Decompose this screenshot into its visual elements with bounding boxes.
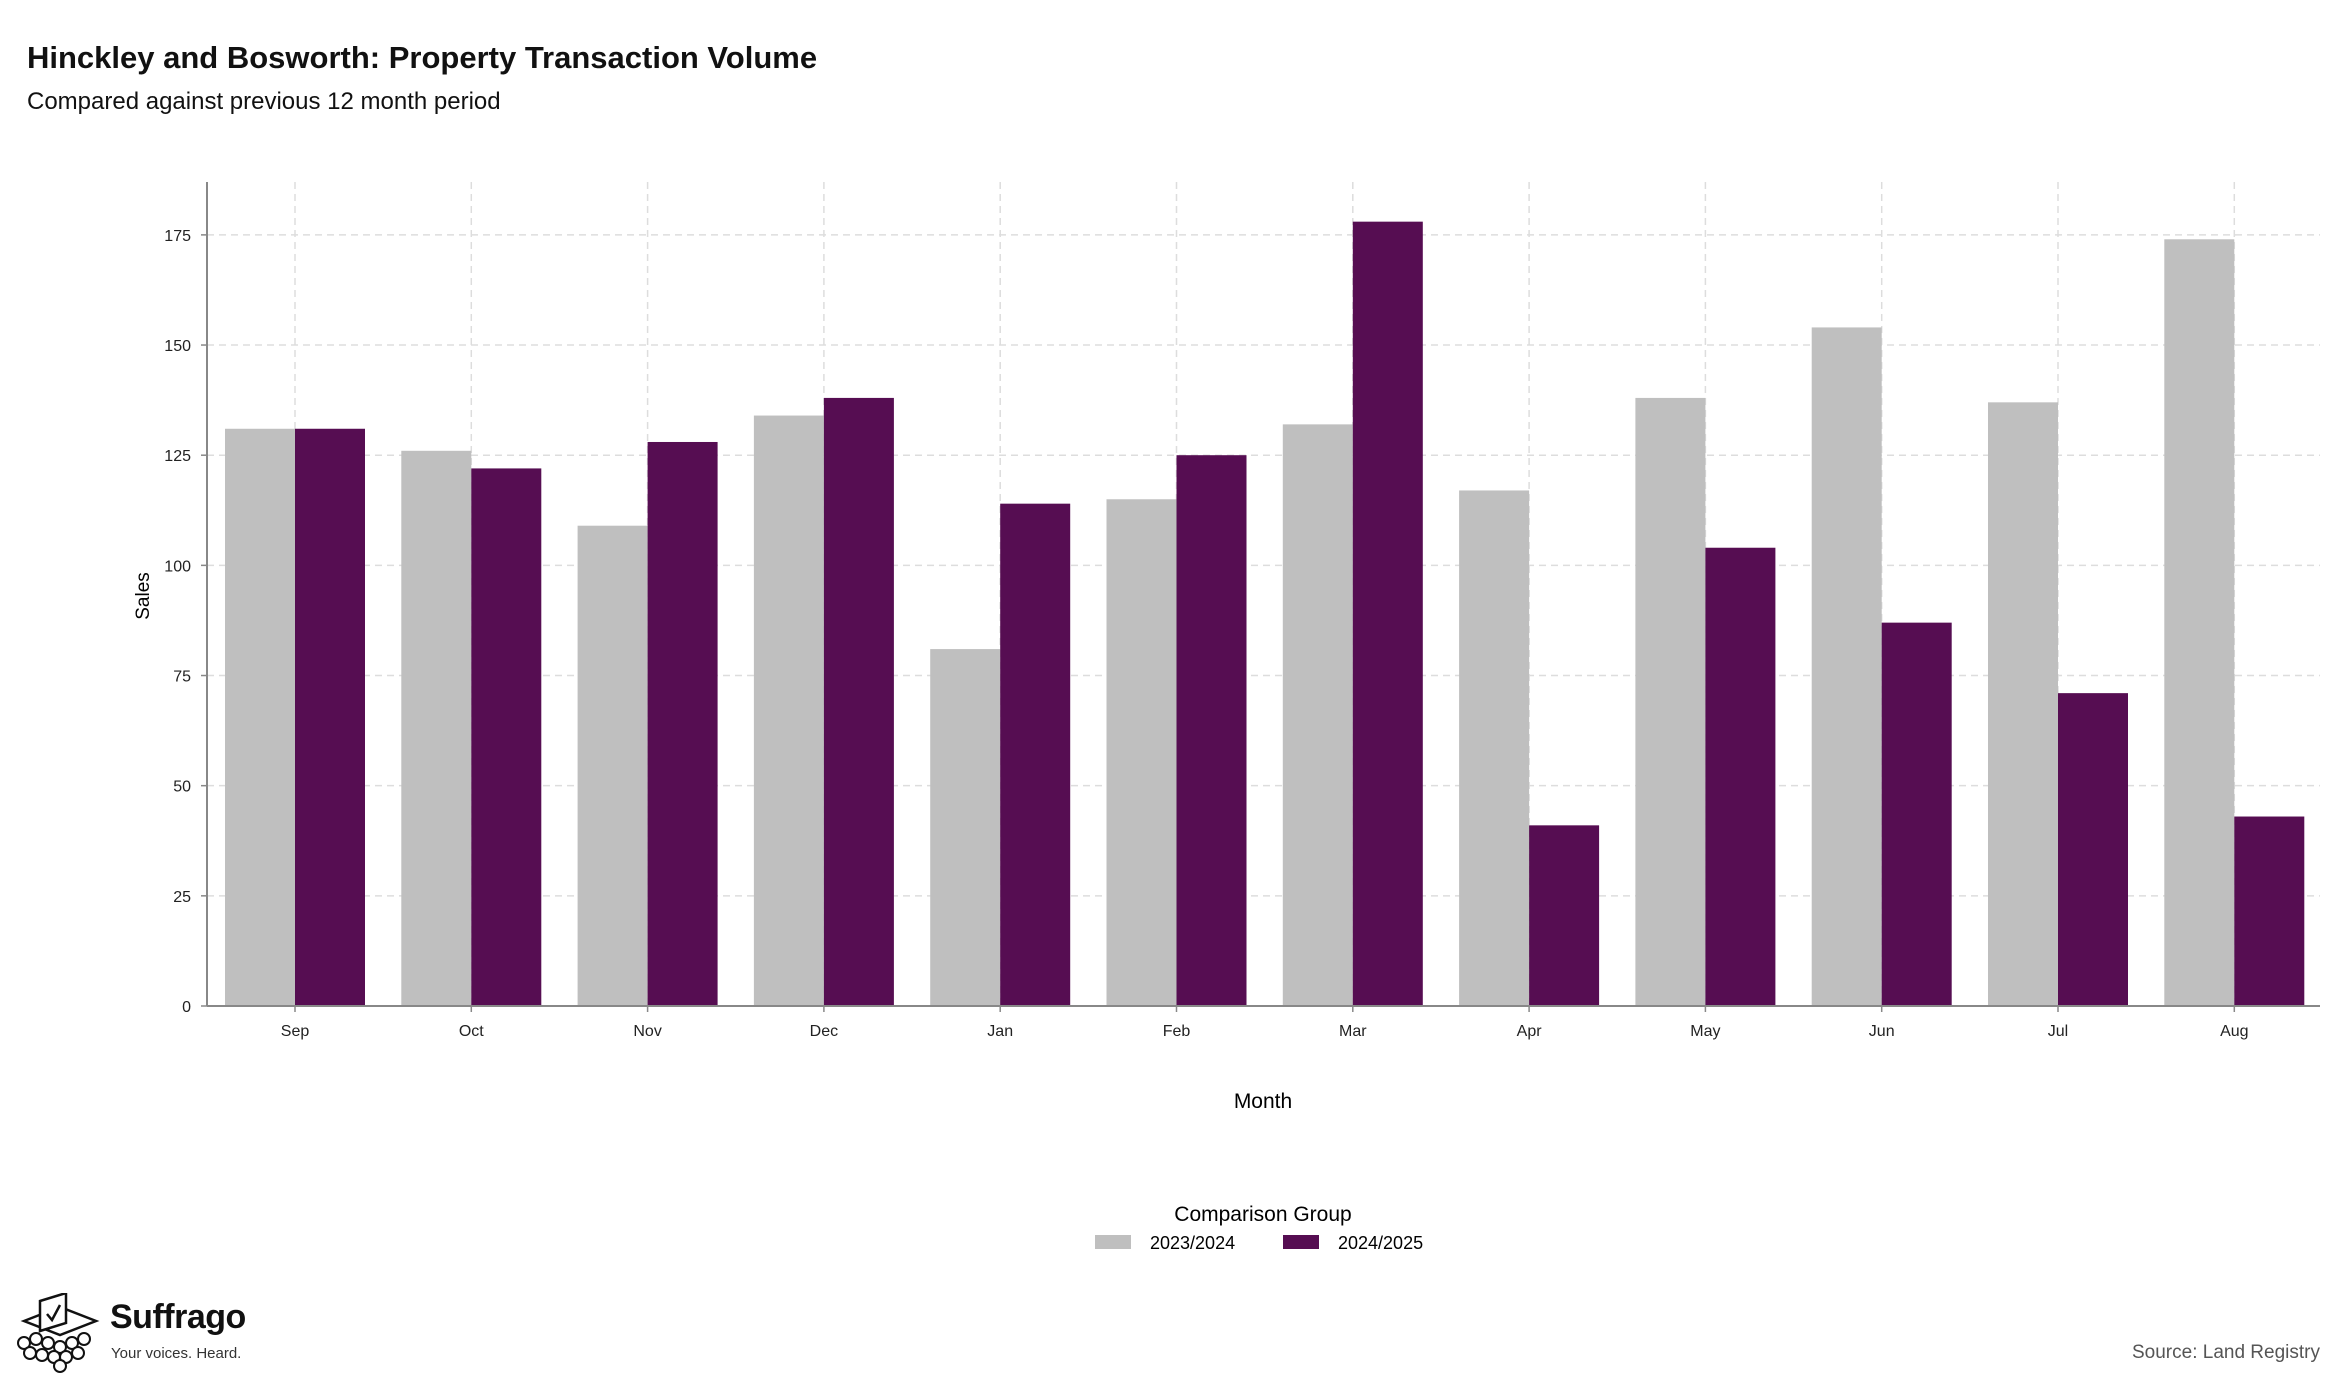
x-tick-label: Jan xyxy=(987,1023,1013,1040)
chart-title: Hinckley and Bosworth: Property Transact… xyxy=(27,40,818,75)
y-tick-label: 125 xyxy=(164,448,191,465)
bar-2024-2025-sep xyxy=(295,428,365,1006)
x-tick-label: Sep xyxy=(281,1023,310,1040)
x-tick-label: Dec xyxy=(810,1023,838,1040)
bar-2024-2025-jun xyxy=(1881,622,1952,1006)
bar-2024-2025-jul xyxy=(2058,693,2128,1006)
bar-2023-2024-feb xyxy=(1106,499,1177,1006)
y-tick-label: 25 xyxy=(173,889,191,906)
bar-2024-2025-apr xyxy=(1529,825,1600,1006)
bar-2023-2024-jul xyxy=(1988,402,2058,1006)
axes xyxy=(206,182,2320,1007)
y-tick-label: 175 xyxy=(164,228,191,245)
bar-2023-2024-jun xyxy=(1811,327,1882,1007)
x-tick-label: Jul xyxy=(2048,1023,2068,1040)
y-tick-label: 50 xyxy=(173,779,191,796)
bar-2023-2024-dec xyxy=(753,415,824,1006)
legend-label-2024-2025: 2024/2025 xyxy=(1338,1233,1423,1253)
chart-subtitle: Compared against previous 12 month perio… xyxy=(27,88,501,115)
bar-2023-2024-aug xyxy=(2164,239,2235,1006)
x-tick-label: Mar xyxy=(1339,1023,1367,1040)
y-tick-label: 75 xyxy=(173,669,191,686)
y-tick-label: 150 xyxy=(164,338,191,355)
bar-2024-2025-mar xyxy=(1352,221,1423,1006)
x-axis-label: Month xyxy=(1234,1090,1292,1113)
legend-swatch-2024-2025 xyxy=(1283,1235,1319,1249)
x-tick-label: Nov xyxy=(633,1023,661,1040)
y-tick-label: 100 xyxy=(164,558,191,575)
bar-2023-2024-apr xyxy=(1459,490,1530,1006)
bars xyxy=(225,221,2305,1007)
x-tick-label: May xyxy=(1690,1023,1720,1040)
legend-swatch-2023-2024 xyxy=(1095,1235,1131,1249)
legend-title: Comparison Group xyxy=(1174,1203,1351,1226)
bar-2023-2024-mar xyxy=(1282,424,1353,1007)
bar-2024-2025-feb xyxy=(1176,455,1247,1006)
bar-2024-2025-nov xyxy=(647,441,718,1006)
bar-2024-2025-aug xyxy=(2234,816,2305,1006)
bar-2024-2025-dec xyxy=(823,397,894,1006)
legend: Comparison Group 2023/2024 2024/2025 xyxy=(1095,1203,1423,1253)
brand-name: Suffrago xyxy=(110,1298,246,1336)
source-note: Source: Land Registry xyxy=(2132,1342,2320,1363)
bar-2024-2025-may xyxy=(1705,547,1776,1006)
bar-2023-2024-may xyxy=(1635,397,1706,1006)
ballot-box-logo-icon xyxy=(17,1293,100,1373)
bar-2023-2024-jan xyxy=(930,649,1001,1006)
bar-2023-2024-nov xyxy=(577,525,648,1006)
bar-2024-2025-jan xyxy=(1000,503,1071,1006)
x-tick-label: Apr xyxy=(1517,1023,1543,1040)
x-tick-label: Feb xyxy=(1163,1023,1191,1040)
x-tick-labels: Sep Oct Nov Dec Jan Feb Mar Apr May Jun Jul Aug xyxy=(281,1006,2249,1040)
y-tick-label: 0 xyxy=(182,999,191,1016)
x-tick-label: Aug xyxy=(2220,1023,2248,1040)
x-tick-label: Jun xyxy=(1869,1023,1895,1040)
bar-2024-2025-oct xyxy=(471,468,542,1006)
y-tick-labels: 0 25 50 75 100 125 150 175 xyxy=(164,228,207,1016)
y-axis-label: Sales xyxy=(133,572,154,620)
bar-2023-2024-oct xyxy=(401,450,472,1006)
x-tick-label: Oct xyxy=(459,1023,484,1040)
bar-2023-2024-sep xyxy=(225,428,295,1006)
brand-tagline: Your voices. Heard. xyxy=(111,1345,242,1362)
legend-label-2023-2024: 2023/2024 xyxy=(1150,1233,1235,1253)
